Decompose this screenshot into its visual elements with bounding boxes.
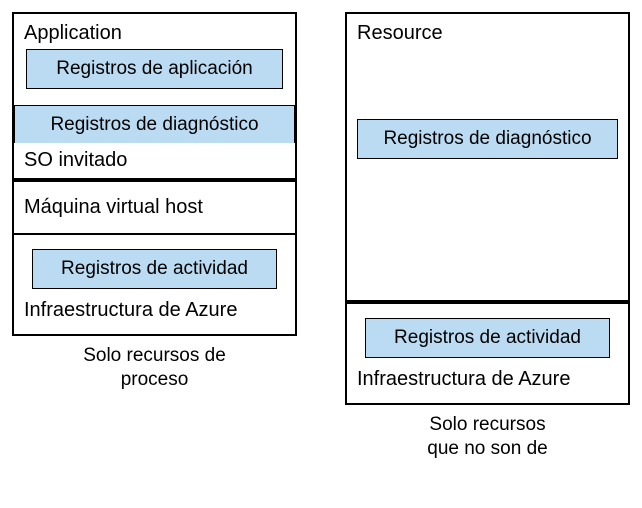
left-diagnostic-pill: Registros de diagnóstico <box>14 105 295 145</box>
left-caption-line2: proceso <box>121 369 189 390</box>
right-stack: Resource Registros de diagnóstico Regist… <box>345 12 630 405</box>
left-activity-pill: Registros de actividad <box>32 249 277 289</box>
app-logs-pill: Registros de aplicación <box>26 49 283 89</box>
vm-host-layer: Máquina virtual host <box>12 180 297 235</box>
right-caption: Solo recursos que no son de <box>345 413 630 461</box>
right-column: Resource Registros de diagnóstico Regist… <box>345 12 630 461</box>
right-caption-line1: Solo recursos <box>429 414 545 435</box>
application-title: Application <box>24 22 285 45</box>
guest-os-layer: SO invitado <box>12 143 297 180</box>
left-caption-line1: Solo recursos de <box>83 345 226 366</box>
right-infra-label: Infraestructura de Azure <box>357 368 618 391</box>
right-diagnostic-pill: Registros de diagnóstico <box>357 119 618 159</box>
resource-layer: Resource Registros de diagnóstico <box>345 12 630 302</box>
diagram-columns: Application Registros de aplicación Regi… <box>12 12 630 461</box>
resource-title: Resource <box>357 22 618 45</box>
left-diagnostic-row: Registros de diagnóstico <box>12 105 297 145</box>
left-infra-layer: Registros de actividad Infraestructura d… <box>12 233 297 336</box>
right-infra-layer: Registros de actividad Infraestructura d… <box>345 302 630 405</box>
application-layer: Application Registros de aplicación <box>12 12 297 107</box>
left-infra-label: Infraestructura de Azure <box>24 299 285 322</box>
left-stack: Application Registros de aplicación Regi… <box>12 12 297 336</box>
right-caption-line2: que no son de <box>427 438 547 459</box>
left-caption: Solo recursos de proceso <box>12 344 297 392</box>
right-activity-pill: Registros de actividad <box>365 318 610 358</box>
left-column: Application Registros de aplicación Regi… <box>12 12 297 461</box>
